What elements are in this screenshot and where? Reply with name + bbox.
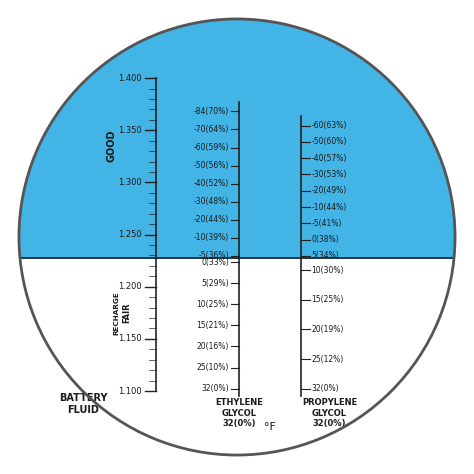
Text: 32(0%): 32(0%) xyxy=(311,384,339,393)
Text: FAIR: FAIR xyxy=(123,302,131,323)
Text: GOOD: GOOD xyxy=(106,130,117,162)
Text: 0(38%): 0(38%) xyxy=(311,235,339,244)
Text: -10(39%): -10(39%) xyxy=(194,233,229,242)
Text: -20(44%): -20(44%) xyxy=(194,215,229,224)
Text: -60(63%): -60(63%) xyxy=(311,121,347,130)
Text: -30(48%): -30(48%) xyxy=(194,197,229,206)
Text: -40(52%): -40(52%) xyxy=(194,179,229,188)
Text: 25(12%): 25(12%) xyxy=(311,355,344,364)
Text: 32(0%): 32(0%) xyxy=(201,384,229,393)
Text: 1.250: 1.250 xyxy=(118,230,142,239)
Text: 1.400: 1.400 xyxy=(118,74,142,82)
Text: 25(10%): 25(10%) xyxy=(197,363,229,372)
Text: 10(30%): 10(30%) xyxy=(311,266,344,274)
Text: 1.100: 1.100 xyxy=(118,387,142,395)
Text: RECHARGE: RECHARGE xyxy=(113,291,119,335)
Text: -50(56%): -50(56%) xyxy=(193,161,229,170)
Text: -5(41%): -5(41%) xyxy=(311,219,342,228)
Text: -40(57%): -40(57%) xyxy=(311,154,347,163)
Text: 0(33%): 0(33%) xyxy=(201,258,229,266)
Text: BATTERY
FLUID: BATTERY FLUID xyxy=(59,393,107,415)
Text: 1.300: 1.300 xyxy=(118,178,142,187)
Text: -50(60%): -50(60%) xyxy=(311,137,347,146)
Text: ETHYLENE
GLYCOL
32(0%): ETHYLENE GLYCOL 32(0%) xyxy=(215,398,264,428)
Text: -10(44%): -10(44%) xyxy=(311,202,346,211)
Text: 1.350: 1.350 xyxy=(118,126,142,135)
Text: °F: °F xyxy=(264,422,276,432)
Circle shape xyxy=(19,19,455,455)
Text: 15(21%): 15(21%) xyxy=(197,321,229,330)
Text: PROPYLENE
GLYCOL
32(0%): PROPYLENE GLYCOL 32(0%) xyxy=(302,398,357,428)
Text: -20(49%): -20(49%) xyxy=(311,186,346,195)
Text: 20(16%): 20(16%) xyxy=(197,342,229,351)
Text: 5(34%): 5(34%) xyxy=(311,252,339,260)
Text: 20(19%): 20(19%) xyxy=(311,325,344,334)
Text: 1.200: 1.200 xyxy=(118,283,142,291)
Text: 10(25%): 10(25%) xyxy=(197,300,229,309)
Text: 15(25%): 15(25%) xyxy=(311,295,344,304)
Text: 1.150: 1.150 xyxy=(118,335,142,343)
Text: -30(53%): -30(53%) xyxy=(311,170,347,179)
Polygon shape xyxy=(19,19,455,258)
Text: 5(29%): 5(29%) xyxy=(201,279,229,288)
Text: -60(59%): -60(59%) xyxy=(193,143,229,152)
Text: -84(70%): -84(70%) xyxy=(194,107,229,116)
Text: -5(36%): -5(36%) xyxy=(199,252,229,260)
Text: -70(64%): -70(64%) xyxy=(193,125,229,134)
